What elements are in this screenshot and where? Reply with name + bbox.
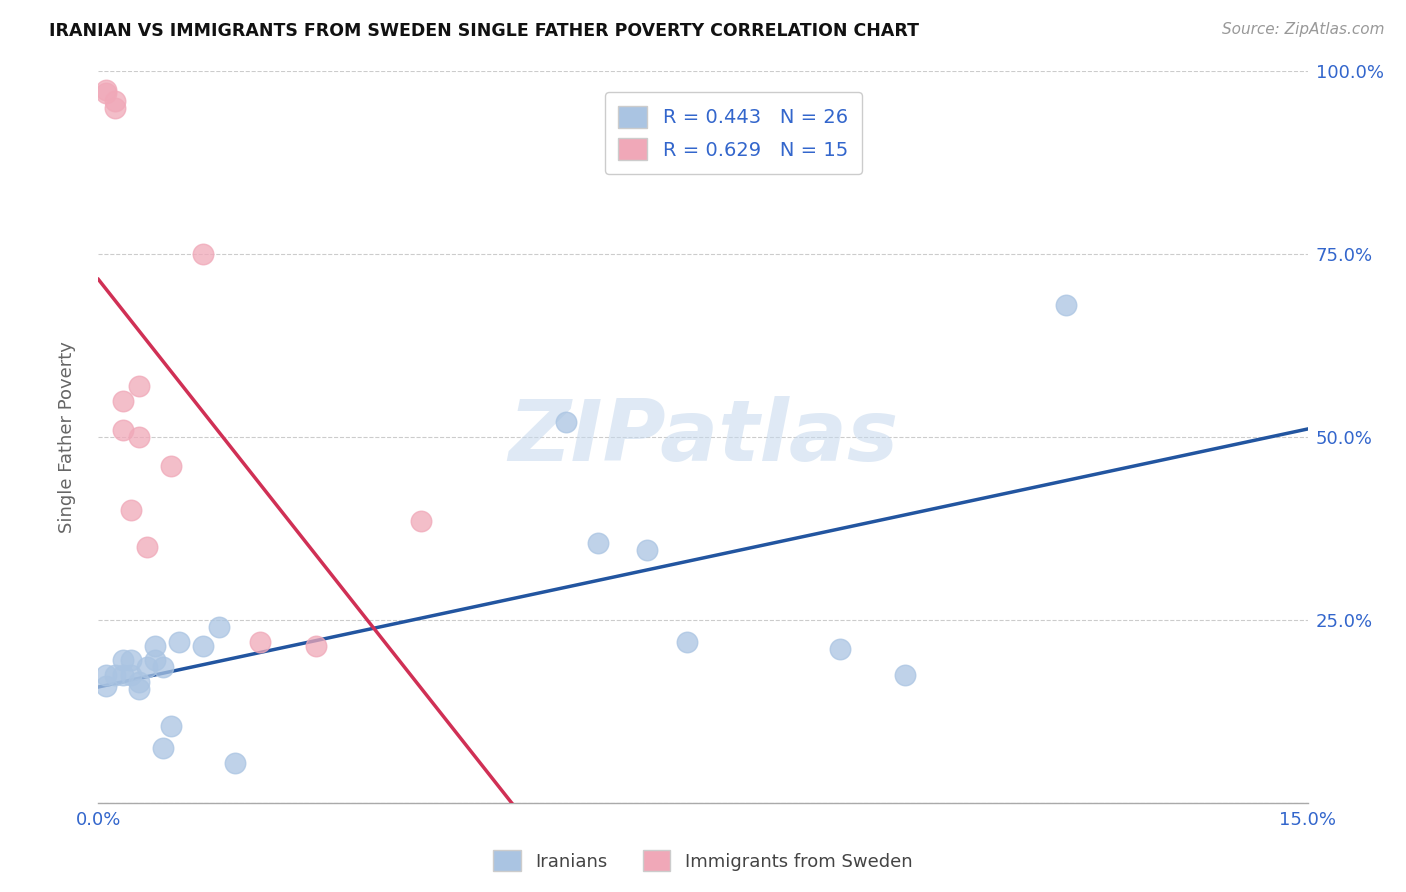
Point [96,679,118,693]
Point [249,635,271,649]
Point [111,423,134,437]
Point [224,756,246,770]
Point [676,635,699,649]
Point [143,653,166,667]
Point [586,536,609,550]
Point [111,393,134,408]
Point [96,83,118,97]
Point [96,667,118,681]
Text: ZIPatlas: ZIPatlas [508,395,898,479]
Point [128,675,150,690]
Point [120,653,142,667]
Point [135,660,157,674]
Point [152,740,174,755]
Point [128,682,150,697]
Point [636,543,658,558]
Point [160,719,183,733]
Legend: Iranians, Immigrants from Sweden: Iranians, Immigrants from Sweden [486,843,920,879]
Y-axis label: Single Father Poverty: Single Father Poverty [58,341,76,533]
Point [208,620,231,634]
Point [167,635,190,649]
Point [120,503,142,517]
Point [120,667,142,681]
Text: Source: ZipAtlas.com: Source: ZipAtlas.com [1222,22,1385,37]
Point [305,639,328,653]
Point [828,642,851,657]
Point [893,667,915,681]
Point [160,459,183,474]
Point [103,667,125,681]
Text: IRANIAN VS IMMIGRANTS FROM SWEDEN SINGLE FATHER POVERTY CORRELATION CHART: IRANIAN VS IMMIGRANTS FROM SWEDEN SINGLE… [49,22,920,40]
Point [193,247,215,261]
Point [152,660,174,674]
Point [143,639,166,653]
Point [128,430,150,444]
Point [103,94,125,108]
Point [1054,298,1077,312]
Point [555,416,578,430]
Point [193,639,215,653]
Point [96,87,118,101]
Point [103,101,125,115]
Point [111,667,134,681]
Point [135,540,157,554]
Point [409,514,432,528]
Point [111,653,134,667]
Point [128,379,150,393]
Legend: R = 0.443   N = 26, R = 0.629   N = 15: R = 0.443 N = 26, R = 0.629 N = 15 [605,92,862,174]
